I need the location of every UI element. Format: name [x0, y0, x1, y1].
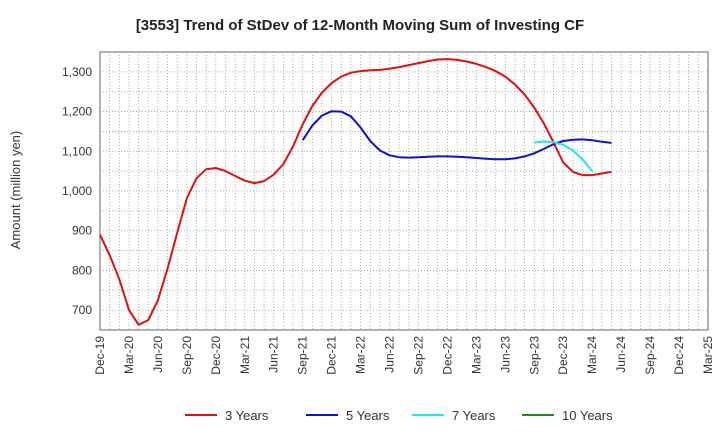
y-tick-label: 700: [72, 303, 92, 317]
x-tick-label: Dec-22: [440, 336, 454, 375]
legend-label: 3 Years: [225, 408, 269, 423]
series-line-3-years: [99, 58, 612, 326]
x-tick-label: Dec-23: [556, 336, 570, 375]
x-tick-label: Mar-24: [585, 336, 599, 374]
y-tick-label: 1,200: [62, 105, 92, 119]
y-axis-label: Amount (million yen): [8, 131, 23, 250]
y-tick-label: 1,000: [62, 184, 92, 198]
x-tick-label: Sep-23: [527, 336, 541, 375]
x-tick-label: Dec-20: [209, 336, 223, 375]
series-lines: [99, 58, 612, 326]
x-tick-label: Jun-22: [383, 336, 397, 373]
x-tick-label: Sep-22: [411, 336, 425, 375]
y-tick-label: 800: [72, 263, 92, 277]
x-tick-label: Jun-20: [151, 336, 165, 373]
x-tick-label: Mar-23: [469, 336, 483, 374]
series-line-7-years: [534, 140, 593, 172]
x-tick-label: Sep-24: [643, 336, 657, 375]
x-tick-label: Jun-21: [267, 336, 281, 373]
y-tick-label: 900: [72, 224, 92, 238]
legend-label: 10 Years: [562, 408, 613, 423]
x-tick-label: Sep-21: [296, 336, 310, 375]
grid: [99, 51, 709, 331]
legend-label: 5 Years: [346, 408, 390, 423]
y-tick-label: 1,300: [62, 65, 92, 79]
x-tick-label: Mar-21: [238, 336, 252, 374]
axes: 700 800 900 1,000 1,100 1,200 1,300 Dec-19 Mar-2…: [62, 65, 715, 375]
x-tick-label: Dec-19: [93, 336, 107, 375]
x-tick-label: Jun-23: [498, 336, 512, 373]
chart-title: [3553] Trend of StDev of 12-Month Moving…: [136, 17, 584, 34]
series-line-5-years: [301, 110, 612, 161]
x-tick-label: Mar-20: [122, 336, 136, 374]
x-tick-label: Dec-24: [672, 336, 686, 375]
x-tick-label: Sep-20: [180, 336, 194, 375]
y-tick-label: 1,100: [62, 144, 92, 158]
x-tick-label: Jun-24: [614, 336, 628, 373]
x-tick-label: Mar-25: [701, 336, 715, 374]
legend-label: 7 Years: [452, 408, 496, 423]
x-tick-label: Mar-22: [354, 336, 368, 374]
x-tick-label: Dec-21: [325, 336, 339, 375]
legend: 3 Years 5 Years 7 Years 10 Years: [185, 408, 613, 423]
